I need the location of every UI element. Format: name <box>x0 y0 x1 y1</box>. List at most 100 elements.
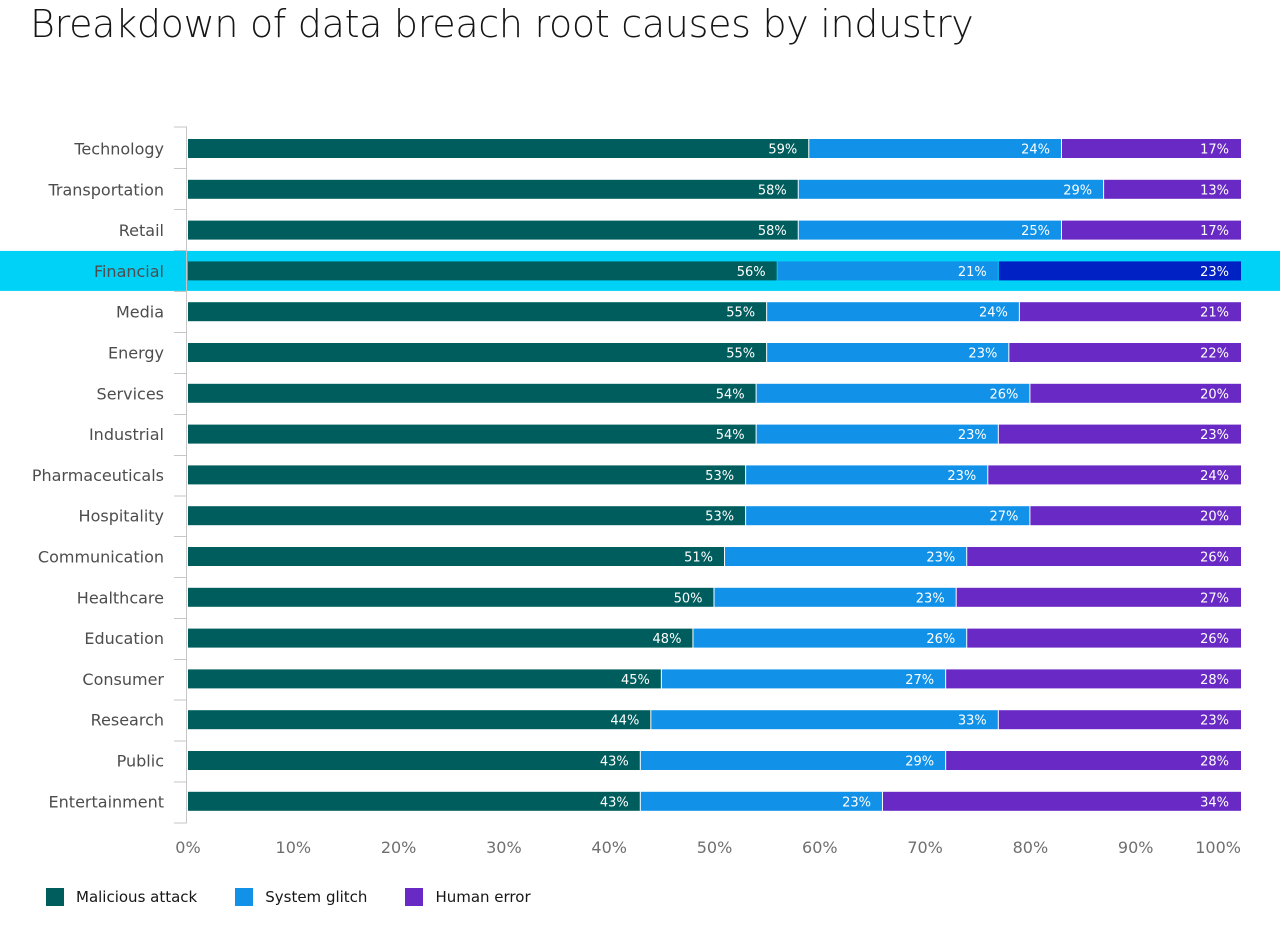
bar-segment-human <box>1030 506 1241 526</box>
category-label: Transportation <box>47 180 164 199</box>
data-label-glitch: 24% <box>1021 143 1050 158</box>
bar-segment-human <box>1061 139 1241 158</box>
legend-swatch-human <box>405 888 424 906</box>
data-label-malicious: 53% <box>705 510 734 525</box>
data-label-human: 23% <box>1200 265 1229 280</box>
bar-segment-glitch <box>777 261 998 281</box>
data-label-malicious: 51% <box>684 551 713 566</box>
bar-segment-human <box>1030 383 1241 403</box>
legend-label-human: Human error <box>435 888 531 906</box>
bar-segment-human <box>998 424 1241 444</box>
data-label-glitch: 26% <box>926 632 955 647</box>
data-label-glitch: 21% <box>958 265 987 280</box>
bar-segment-glitch <box>725 547 967 566</box>
bar-segment-malicious <box>188 261 777 281</box>
data-label-glitch: 23% <box>968 347 997 362</box>
x-tick-label: 50% <box>697 838 733 857</box>
data-label-malicious: 54% <box>716 387 745 402</box>
bar-segment-human <box>946 669 1241 689</box>
bar-segment-malicious <box>188 220 798 240</box>
x-tick-label: 100% <box>1195 838 1241 857</box>
data-label-human: 24% <box>1200 469 1229 484</box>
legend-item-malicious: Malicious attack <box>46 888 197 906</box>
bar-segment-glitch <box>756 424 998 444</box>
bar-segment-malicious <box>188 302 767 322</box>
bar-segment-human <box>882 791 1241 811</box>
category-label: Hospitality <box>79 507 164 526</box>
bar-segment-human <box>1061 220 1241 240</box>
stacked-bar-chart: Technology 59% 24% 17% Transportation 58% 29% 1… <box>0 126 1280 857</box>
legend-item-glitch: System glitch <box>235 888 367 906</box>
data-label-glitch: 29% <box>905 755 934 770</box>
data-label-glitch: 27% <box>989 510 1018 525</box>
data-label-glitch: 33% <box>958 714 987 729</box>
data-label-malicious: 50% <box>674 591 703 606</box>
bar-segment-human <box>998 710 1241 730</box>
x-tick-label: 40% <box>591 838 627 857</box>
x-tick-label: 70% <box>907 838 943 857</box>
category-label: Communication <box>38 548 164 567</box>
data-label-human: 21% <box>1200 306 1229 321</box>
category-label: Services <box>97 384 164 403</box>
data-label-glitch: 24% <box>979 306 1008 321</box>
data-label-human: 23% <box>1200 714 1229 729</box>
bar-segment-glitch <box>809 139 1061 158</box>
category-label: Industrial <box>89 425 164 444</box>
bar-segment-malicious <box>188 587 714 607</box>
data-label-human: 20% <box>1200 387 1229 402</box>
bar-segment-human <box>1009 343 1241 362</box>
bar-segment-malicious <box>188 791 640 811</box>
data-label-human: 34% <box>1200 795 1229 810</box>
category-label: Consumer <box>82 670 164 689</box>
bar-segment-malicious <box>188 751 640 770</box>
chart-title: Breakdown of data breach root causes by … <box>30 2 974 46</box>
data-label-glitch: 23% <box>947 469 976 484</box>
data-label-glitch: 23% <box>926 551 955 566</box>
bar-segment-malicious <box>188 669 661 689</box>
data-label-malicious: 58% <box>758 224 787 239</box>
bar-segment-malicious <box>188 179 798 199</box>
category-label: Public <box>117 752 164 771</box>
x-tick-label: 30% <box>486 838 522 857</box>
data-label-human: 26% <box>1200 551 1229 566</box>
bar-segment-malicious <box>188 139 809 158</box>
bar-segment-glitch <box>651 710 998 730</box>
x-tick-label: 90% <box>1118 838 1154 857</box>
bar-segment-human <box>967 547 1241 566</box>
bar-segment-malicious <box>188 628 693 648</box>
data-label-glitch: 26% <box>989 387 1018 402</box>
bar-segment-glitch <box>746 506 1030 526</box>
data-label-human: 28% <box>1200 755 1229 770</box>
bar-segment-glitch <box>798 179 1104 199</box>
bar-segment-glitch <box>767 302 1019 322</box>
bar-segment-glitch <box>640 751 946 770</box>
data-label-human: 27% <box>1200 591 1229 606</box>
data-label-malicious: 54% <box>716 428 745 443</box>
legend-label-glitch: System glitch <box>265 888 368 906</box>
category-label: Technology <box>73 140 164 159</box>
data-label-malicious: 44% <box>610 714 639 729</box>
data-label-malicious: 48% <box>653 632 682 647</box>
bar-segment-human <box>946 751 1241 770</box>
bar-segment-glitch <box>640 791 882 811</box>
bar-segment-human <box>1104 179 1241 199</box>
x-tick-label: 10% <box>276 838 312 857</box>
bar-segment-human <box>967 628 1241 648</box>
bar-segment-glitch <box>746 465 988 485</box>
legend-label-malicious: Malicious attack <box>76 888 198 906</box>
x-tick-label: 20% <box>381 838 417 857</box>
legend-swatch-glitch <box>235 888 254 906</box>
data-label-human: 22% <box>1200 347 1229 362</box>
data-label-human: 28% <box>1200 673 1229 688</box>
data-label-glitch: 23% <box>842 795 871 810</box>
bar-segment-human <box>988 465 1241 485</box>
category-label: Energy <box>108 344 164 363</box>
bar-segment-glitch <box>767 343 1009 362</box>
category-label: Entertainment <box>49 792 164 811</box>
data-label-malicious: 53% <box>705 469 734 484</box>
data-label-malicious: 59% <box>768 143 797 158</box>
data-label-malicious: 55% <box>726 347 755 362</box>
bar-segment-malicious <box>188 547 725 566</box>
data-label-malicious: 45% <box>621 673 650 688</box>
x-tick-label: 0% <box>175 838 200 857</box>
